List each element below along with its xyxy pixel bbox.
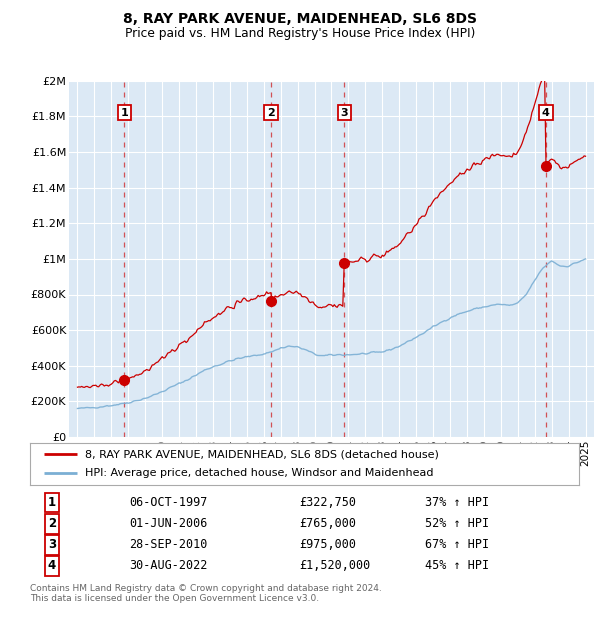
Text: 52% ↑ HPI: 52% ↑ HPI <box>425 517 490 530</box>
Text: 06-OCT-1997: 06-OCT-1997 <box>129 496 207 509</box>
Text: £975,000: £975,000 <box>299 538 356 551</box>
Text: 67% ↑ HPI: 67% ↑ HPI <box>425 538 490 551</box>
Text: 8, RAY PARK AVENUE, MAIDENHEAD, SL6 8DS (detached house): 8, RAY PARK AVENUE, MAIDENHEAD, SL6 8DS … <box>85 449 439 459</box>
Text: 28-SEP-2010: 28-SEP-2010 <box>129 538 207 551</box>
Text: 3: 3 <box>48 538 56 551</box>
Text: Contains HM Land Registry data © Crown copyright and database right 2024.
This d: Contains HM Land Registry data © Crown c… <box>30 584 382 603</box>
Text: 30-AUG-2022: 30-AUG-2022 <box>129 559 207 572</box>
Text: 8, RAY PARK AVENUE, MAIDENHEAD, SL6 8DS: 8, RAY PARK AVENUE, MAIDENHEAD, SL6 8DS <box>123 12 477 27</box>
Text: 1: 1 <box>121 108 128 118</box>
Text: Price paid vs. HM Land Registry's House Price Index (HPI): Price paid vs. HM Land Registry's House … <box>125 27 475 40</box>
Text: 45% ↑ HPI: 45% ↑ HPI <box>425 559 490 572</box>
Text: 4: 4 <box>48 559 56 572</box>
Text: £322,750: £322,750 <box>299 496 356 509</box>
Text: 37% ↑ HPI: 37% ↑ HPI <box>425 496 490 509</box>
Text: £1,520,000: £1,520,000 <box>299 559 370 572</box>
Text: 01-JUN-2006: 01-JUN-2006 <box>129 517 207 530</box>
Text: £765,000: £765,000 <box>299 517 356 530</box>
Text: 3: 3 <box>340 108 348 118</box>
Text: 2: 2 <box>48 517 56 530</box>
Text: 2: 2 <box>267 108 275 118</box>
Text: 4: 4 <box>542 108 550 118</box>
Text: 1: 1 <box>48 496 56 509</box>
Text: HPI: Average price, detached house, Windsor and Maidenhead: HPI: Average price, detached house, Wind… <box>85 469 433 479</box>
